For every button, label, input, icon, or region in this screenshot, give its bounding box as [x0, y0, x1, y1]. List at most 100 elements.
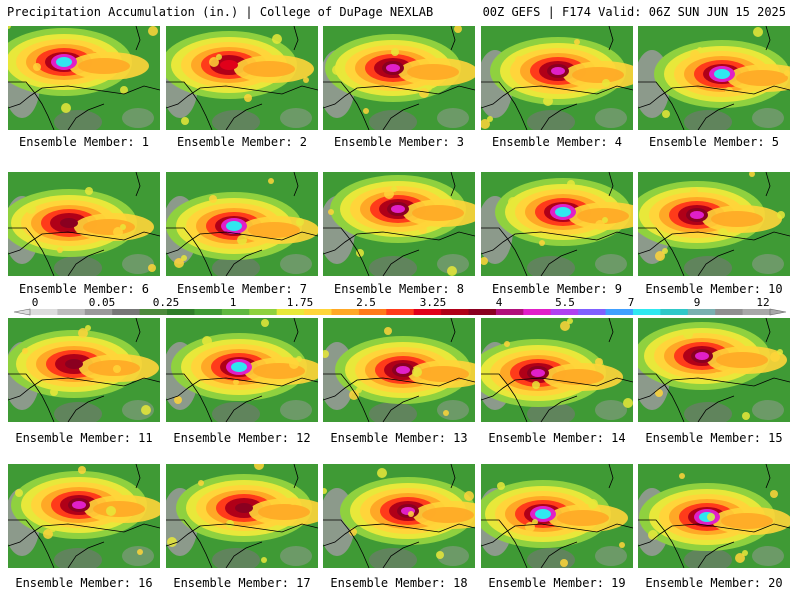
precip-map — [323, 172, 475, 276]
precip-map — [166, 318, 318, 422]
colorbar-swatch — [413, 309, 442, 315]
colorbar-tick-label: 5.5 — [555, 296, 575, 309]
member-caption: Ensemble Member: 17 — [173, 576, 311, 590]
colorbar-swatch — [331, 309, 360, 315]
colorbar-swatch — [578, 309, 607, 315]
member-map-panel — [481, 172, 633, 276]
member-map-panel — [638, 318, 790, 422]
colorbar-swatch — [167, 309, 195, 315]
member-map-panel — [323, 172, 475, 276]
precip-map — [8, 318, 160, 422]
member-caption: Ensemble Member: 10 — [645, 282, 783, 296]
colorbar-swatch — [632, 309, 661, 315]
member-caption: Ensemble Member: 1 — [18, 135, 150, 149]
member-map-panel — [166, 172, 318, 276]
colorbar-swatch — [249, 309, 278, 315]
member-caption: Ensemble Member: 3 — [333, 135, 465, 149]
member-caption: Ensemble Member: 14 — [488, 431, 626, 445]
colorbar-swatch — [495, 309, 524, 315]
chart-title: Precipitation Accumulation (in.) | Colle… — [7, 5, 434, 19]
member-caption: Ensemble Member: 16 — [15, 576, 153, 590]
colorbar-swatch — [386, 309, 415, 315]
member-caption: Ensemble Member: 11 — [15, 431, 153, 445]
member-map-panel — [323, 26, 475, 130]
member-map-panel — [638, 26, 790, 130]
member-caption: Ensemble Member: 12 — [173, 431, 311, 445]
colorbar-tick-label: 0.05 — [88, 296, 116, 309]
member-map-panel — [8, 464, 160, 568]
colorbar-tick-label: 0 — [31, 296, 39, 309]
colorbar-tick-label: 3.25 — [419, 296, 447, 309]
precip-map — [638, 464, 790, 568]
member-map-panel — [8, 26, 160, 130]
member-caption: Ensemble Member: 4 — [491, 135, 623, 149]
precip-map — [638, 172, 790, 276]
colorbar-swatch — [57, 309, 86, 315]
precip-map — [638, 318, 790, 422]
member-map-panel — [166, 318, 318, 422]
colorbar-swatch — [742, 309, 771, 315]
colorbar-swatch — [550, 309, 579, 315]
colorbar-swatch — [358, 309, 387, 315]
colorbar-swatch — [139, 309, 168, 315]
precip-map — [481, 318, 633, 422]
member-caption: Ensemble Member: 5 — [648, 135, 780, 149]
precip-map — [323, 464, 475, 568]
member-map-panel — [8, 172, 160, 276]
member-caption: Ensemble Member: 7 — [176, 282, 308, 296]
member-map-panel — [8, 318, 160, 422]
member-map-panel — [481, 464, 633, 568]
colorbar-swatch — [276, 309, 305, 315]
member-caption: Ensemble Member: 8 — [333, 282, 465, 296]
colorbar-tick-label: 1 — [229, 296, 237, 309]
member-caption: Ensemble Member: 15 — [645, 431, 783, 445]
member-caption: Ensemble Member: 19 — [488, 576, 626, 590]
valid-time-label: 00Z GEFS | F174 Valid: 06Z SUN JUN 15 20… — [482, 5, 786, 19]
member-caption: Ensemble Member: 18 — [330, 576, 468, 590]
colorbar-tick-label: 12 — [756, 296, 770, 309]
precip-map — [481, 464, 633, 568]
precip-map — [323, 26, 475, 130]
member-caption: Ensemble Member: 2 — [176, 135, 308, 149]
member-caption: Ensemble Member: 9 — [491, 282, 623, 296]
member-caption: Ensemble Member: 6 — [18, 282, 150, 296]
colorbar-swatch — [441, 309, 470, 315]
precip-map — [8, 26, 160, 130]
colorbar-tick-label: 1.75 — [286, 296, 314, 309]
precip-map — [166, 26, 318, 130]
precip-map — [323, 318, 475, 422]
member-map-panel — [166, 26, 318, 130]
member-map-panel — [638, 464, 790, 568]
colorbar-swatch — [221, 309, 250, 315]
precip-map — [166, 464, 318, 568]
colorbar-swatch — [30, 309, 58, 315]
colorbar-swatch — [605, 309, 634, 315]
colorbar-graphic — [13, 308, 787, 316]
precip-map — [481, 26, 633, 130]
colorbar: 0 0.05 0.25 1 1.75 2.5 3.25 4 5.5 7 9 12 — [0, 296, 800, 318]
colorbar-swatch — [194, 309, 223, 315]
colorbar-swatch — [523, 309, 552, 315]
member-caption: Ensemble Member: 13 — [330, 431, 468, 445]
colorbar-max-arrow — [769, 308, 787, 316]
precip-map — [166, 172, 318, 276]
member-caption: Ensemble Member: 20 — [645, 576, 783, 590]
member-map-panel — [166, 464, 318, 568]
colorbar-tick-label: 4 — [495, 296, 503, 309]
member-map-panel — [481, 26, 633, 130]
colorbar-swatch — [468, 309, 497, 315]
precip-map — [8, 172, 160, 276]
member-map-panel — [638, 172, 790, 276]
colorbar-tick-label: 2.5 — [356, 296, 376, 309]
colorbar-tick-label: 9 — [693, 296, 701, 309]
colorbar-swatch — [660, 309, 689, 315]
colorbar-swatch — [687, 309, 716, 315]
precip-map — [638, 26, 790, 130]
colorbar-min-arrow — [13, 308, 31, 316]
colorbar-swatch — [304, 309, 332, 315]
colorbar-tick-label: 0.25 — [152, 296, 180, 309]
member-map-panel — [323, 464, 475, 568]
precip-map — [8, 464, 160, 568]
colorbar-swatch — [715, 309, 744, 315]
member-map-panel — [481, 318, 633, 422]
